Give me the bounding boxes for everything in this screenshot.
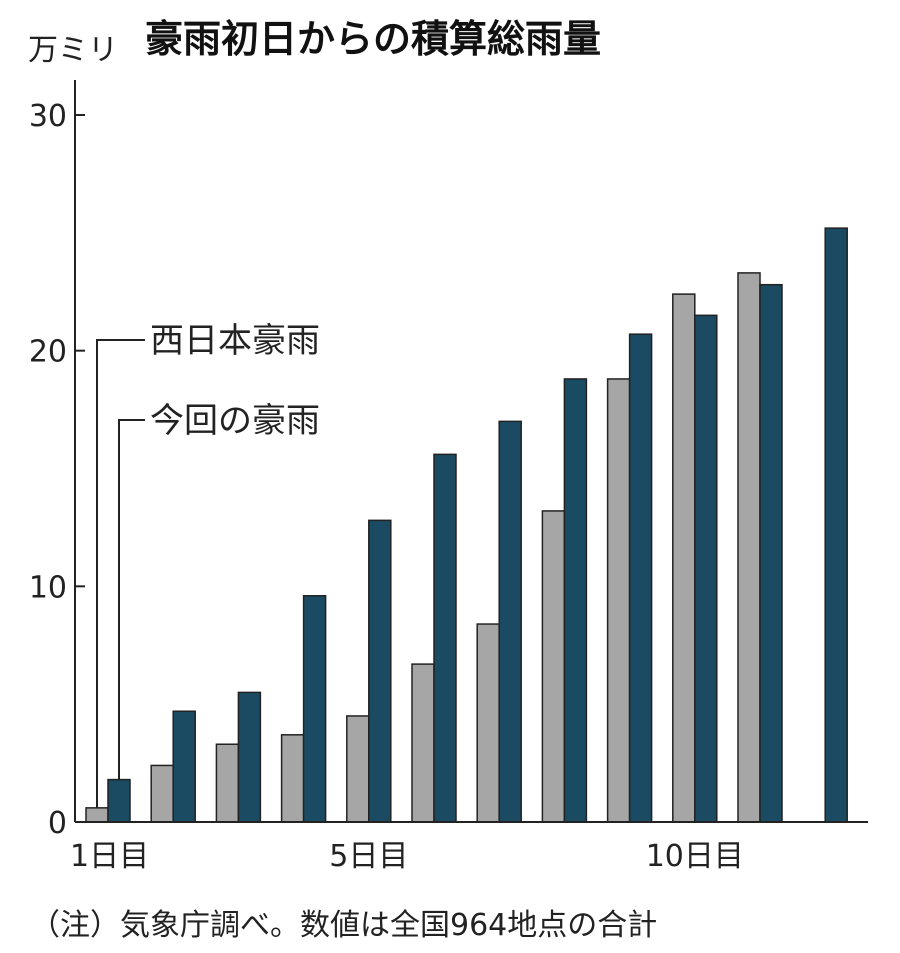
bar-current [824, 227, 848, 823]
chart-title: 豪雨初日からの積算総雨量 [145, 17, 601, 61]
bar-current [368, 519, 392, 823]
bar-current [498, 420, 522, 823]
bar-current [694, 314, 718, 823]
bar-nishinihon [150, 764, 174, 823]
bar-current [302, 595, 327, 823]
legend-label-current: 今回の豪雨 [150, 401, 320, 441]
bar-nishinihon [411, 663, 435, 823]
x-tick-label: 5日目 [329, 839, 408, 874]
y-tick-label: 30 [29, 99, 67, 134]
footnote: （注）気象庁調べ。数値は全国964地点の合計 [30, 908, 657, 943]
bar-current [563, 378, 588, 823]
bar-nishinihon [606, 378, 631, 823]
y-unit-label: 万ミリ [28, 33, 118, 68]
legend-leader-current [118, 419, 145, 780]
bar-current [237, 691, 262, 823]
bar-nishinihon [215, 743, 240, 823]
bars [85, 227, 848, 823]
bar-nishinihon [737, 272, 761, 823]
x-axis: 1日目 5日目 10日目 [70, 821, 868, 874]
bar-nishinihon [541, 510, 566, 823]
y-axis: 0 10 20 30 [29, 80, 85, 841]
bar-current [628, 333, 653, 823]
x-tick-label: 10日目 [646, 839, 744, 874]
y-tick-label: 0 [48, 806, 67, 841]
x-tick-label: 1日目 [70, 839, 149, 874]
bar-nishinihon [280, 734, 305, 823]
legend-label-nishinihon: 西日本豪雨 [150, 321, 320, 361]
y-tick-label: 20 [29, 335, 67, 370]
bar-current [107, 778, 131, 823]
bar-current [433, 453, 457, 823]
legend-leader-nishinihon [96, 339, 145, 808]
y-tick-label: 10 [29, 570, 67, 605]
bar-current [172, 710, 196, 823]
bar-current [759, 283, 783, 823]
bar-nishinihon [476, 623, 500, 823]
bar-nishinihon [672, 293, 696, 823]
bar-nishinihon [346, 715, 370, 823]
bar-nishinihon [85, 807, 109, 823]
